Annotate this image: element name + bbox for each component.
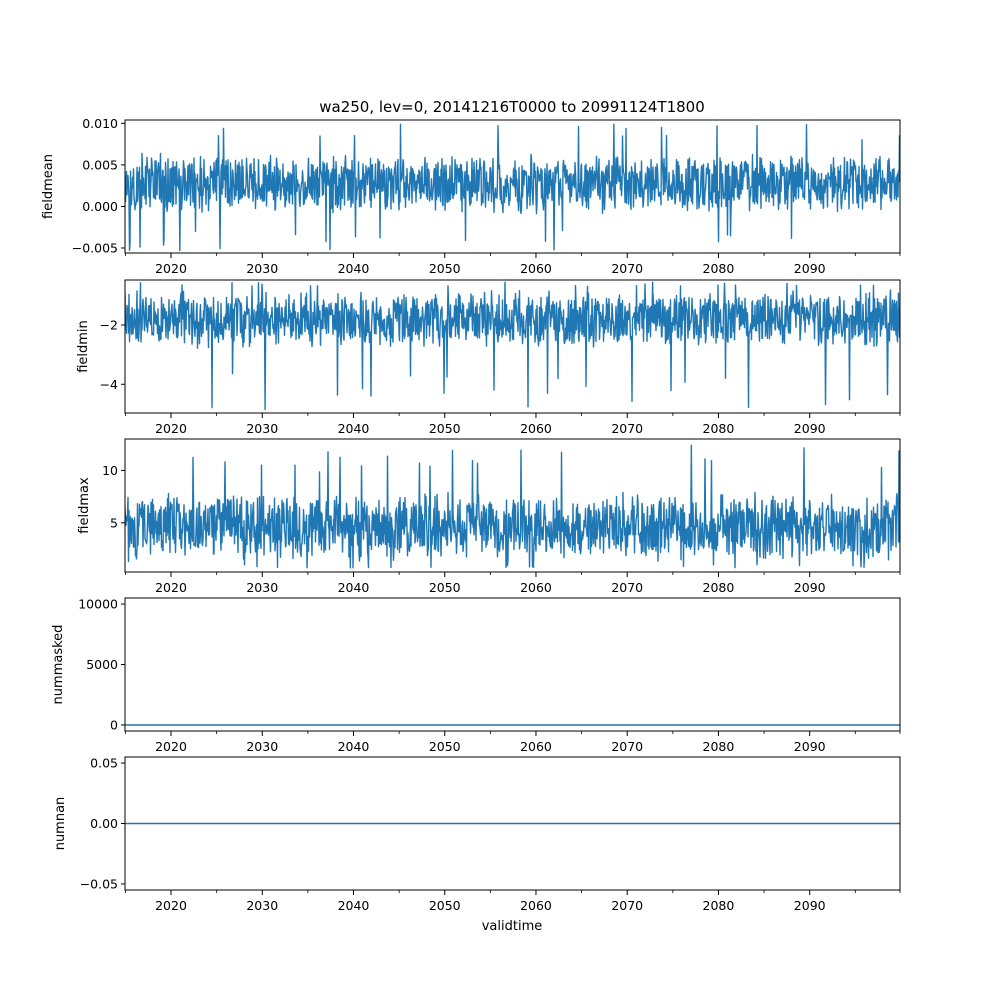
- x-tick-label: 2090: [794, 739, 826, 754]
- x-tick-label: 2030: [246, 421, 278, 436]
- x-tick-label: 2040: [338, 898, 370, 913]
- y-axis-label: fieldmean: [41, 154, 56, 219]
- panel-numnan: −0.05 0.00 0.05 numnan 2020 2030 2040 2050 2060 2…: [53, 756, 901, 913]
- x-tick-label: 2020: [155, 580, 187, 595]
- y-tick-label: 0.00: [90, 816, 118, 831]
- x-tick-label: 2060: [520, 898, 552, 913]
- axes-frame: [124, 438, 901, 573]
- x-tick-label: 2050: [429, 421, 461, 436]
- y-tick-label: −4: [100, 377, 118, 392]
- axes-frame: [124, 279, 901, 414]
- panel-fieldmean: −0.005 0.000 0.005 0.010 fieldmean 2020 2030 20…: [41, 116, 901, 276]
- y-tick-label: 0.010: [82, 116, 118, 131]
- x-tick-label: 2060: [520, 739, 552, 754]
- x-tick-label: 2090: [794, 580, 826, 595]
- x-tick-label: 2080: [703, 261, 735, 276]
- x-tick-label: 2070: [611, 580, 643, 595]
- x-tick-label: 2080: [703, 898, 735, 913]
- x-tick-label: 2080: [703, 580, 735, 595]
- y-tick-label: 0.05: [90, 756, 118, 771]
- x-tick-label: 2040: [338, 421, 370, 436]
- x-tick-label: 2040: [338, 739, 370, 754]
- y-tick-label: −0.05: [80, 876, 118, 891]
- x-tick-label: 2090: [794, 898, 826, 913]
- y-tick-label: 10: [102, 463, 118, 478]
- x-tick-label: 2040: [338, 580, 370, 595]
- series-line-fieldmin: [125, 281, 900, 411]
- x-tick-label: 2050: [429, 739, 461, 754]
- y-tick-label: 0.000: [82, 199, 118, 214]
- series-line-fieldmean: [125, 123, 900, 252]
- y-tick-label: −2: [100, 318, 118, 333]
- x-tick-label: 2050: [429, 580, 461, 595]
- y-tick-label: 10000: [78, 597, 118, 612]
- y-axis-label: nummasked: [51, 625, 66, 705]
- chart-title: wa250, lev=0, 20141216T0000 to 20991124T…: [319, 98, 705, 116]
- x-tick-label: 2030: [246, 261, 278, 276]
- x-tick-label: 2030: [246, 898, 278, 913]
- y-axis-label: numnan: [53, 797, 68, 851]
- y-tick-label: 0.005: [82, 157, 118, 172]
- x-tick-label: 2050: [429, 898, 461, 913]
- x-tick-label: 2090: [794, 421, 826, 436]
- x-tick-label: 2090: [794, 261, 826, 276]
- x-tick-label: 2070: [611, 898, 643, 913]
- x-tick-label: 2080: [703, 739, 735, 754]
- x-tick-label: 2080: [703, 421, 735, 436]
- y-tick-label: 5000: [86, 657, 118, 672]
- x-tick-label: 2030: [246, 580, 278, 595]
- x-tick-label: 2020: [155, 421, 187, 436]
- x-tick-label: 2060: [520, 261, 552, 276]
- x-tick-label: 2020: [155, 739, 187, 754]
- y-tick-label: 5: [110, 515, 118, 530]
- x-tick-label: 2020: [155, 261, 187, 276]
- axes-frame: [124, 119, 901, 254]
- series-line-fieldmax: [125, 444, 900, 569]
- x-tick-label: 2060: [520, 580, 552, 595]
- x-tick-label: 2060: [520, 421, 552, 436]
- y-axis-label: fieldmin: [76, 320, 91, 373]
- x-tick-label: 2070: [611, 739, 643, 754]
- x-tick-label: 2030: [246, 739, 278, 754]
- x-tick-label: 2050: [429, 261, 461, 276]
- x-tick-label: 2070: [611, 421, 643, 436]
- x-tick-label: 2020: [155, 898, 187, 913]
- y-tick-label: 0: [110, 717, 118, 732]
- axes-frame: [124, 597, 901, 732]
- x-axis-label: validtime: [482, 919, 543, 934]
- x-tick-label: 2040: [338, 261, 370, 276]
- x-tick-label: 2070: [611, 261, 643, 276]
- panel-fieldmax: 5 10 fieldmax 2020 2030 2040 2050 2060 2070 2080 2…: [77, 438, 901, 595]
- y-tick-label: −0.005: [72, 241, 118, 256]
- y-axis-label: fieldmax: [77, 477, 92, 534]
- panel-nummasked: 0 5000 10000 nummasked 2020 2030 2040 2050 2060 2…: [51, 597, 901, 754]
- panel-fieldmin: −4 −2 fieldmin 2020 2030 2040 2050 2060 2070 2080…: [76, 279, 901, 436]
